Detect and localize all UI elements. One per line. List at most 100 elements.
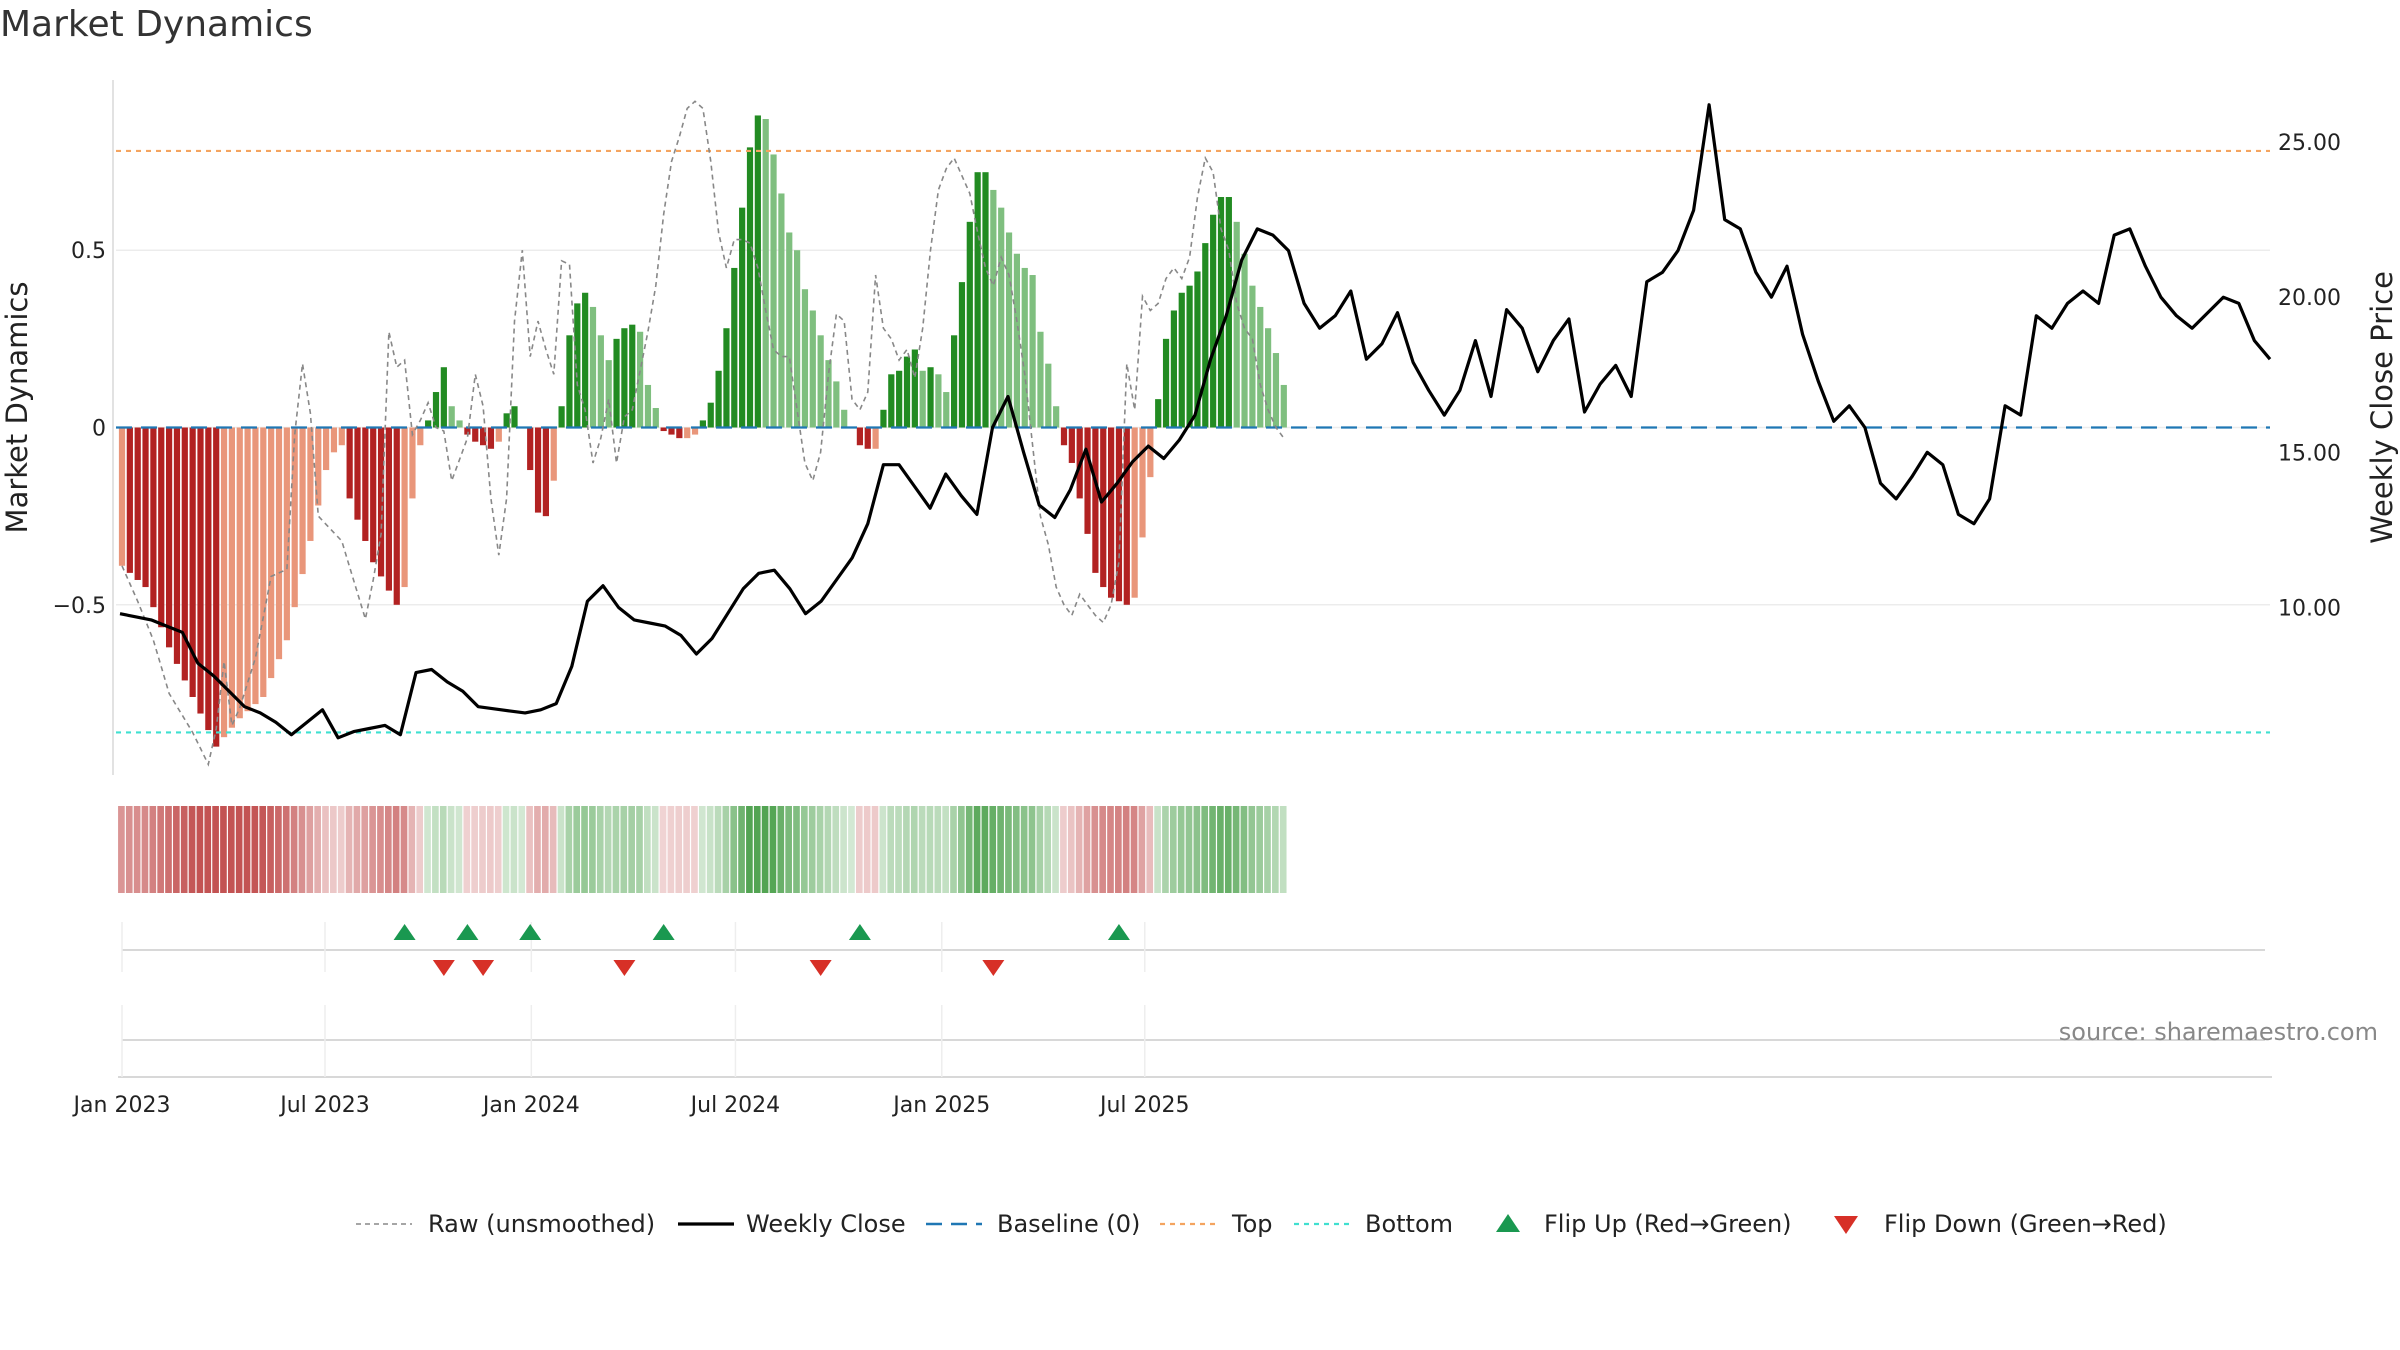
flip-down-marker	[613, 960, 636, 976]
heatmap-cell	[259, 806, 267, 893]
heatmap-cell	[777, 806, 785, 893]
x-tick-label: Jul 2024	[689, 1093, 781, 1118]
heatmap-cell	[1107, 806, 1114, 893]
heatmap-cell	[479, 806, 486, 893]
x-tick-label: Jan 2024	[481, 1093, 580, 1118]
heatmap-cell	[487, 806, 494, 893]
heatmap-cell	[267, 806, 274, 893]
bar	[205, 427, 212, 731]
bar	[275, 427, 283, 660]
bar	[1202, 243, 1209, 428]
bar	[1037, 331, 1044, 428]
heatmap-cell	[510, 806, 518, 893]
heatmap-cell	[282, 806, 290, 893]
heatmap-cell	[1091, 806, 1099, 893]
bar	[487, 427, 495, 449]
heatmap-cell	[589, 806, 596, 893]
heatmap-cell	[1005, 806, 1012, 893]
raw-series-line	[121, 100, 1285, 767]
bar	[699, 420, 706, 428]
heatmap-cell	[149, 806, 157, 893]
heatmap-cell	[581, 806, 588, 893]
heatmap-cell	[534, 806, 541, 893]
heatmap-cell	[1185, 806, 1193, 893]
bar	[1257, 306, 1264, 428]
x-tick-label: Jul 2025	[1098, 1093, 1190, 1118]
heatmap-cell	[275, 806, 282, 893]
heatmap-cell	[1232, 806, 1240, 893]
bar	[1155, 399, 1162, 428]
legend-item-price: Weekly Close	[678, 1210, 906, 1238]
heatmap-cell	[1075, 806, 1083, 893]
bar	[786, 232, 793, 428]
bar	[189, 427, 196, 697]
bar	[1013, 253, 1020, 428]
heatmap-cell	[314, 806, 321, 893]
legend-flip-down-swatch	[1834, 1216, 1858, 1234]
bar	[770, 154, 777, 428]
bar	[118, 427, 126, 566]
bar	[511, 406, 518, 428]
flip-down-marker	[982, 960, 1005, 976]
bar	[401, 427, 408, 588]
chart-title: Market Dynamics	[0, 4, 313, 45]
bar	[393, 427, 400, 605]
heatmap-cell	[887, 806, 895, 893]
legend-item-flip_down: Flip Down (Green→Red)	[1834, 1210, 2167, 1238]
bar	[582, 292, 589, 428]
bar	[919, 370, 926, 428]
heatmap-cell	[439, 806, 447, 893]
bar	[1045, 363, 1052, 428]
heatmap-cell	[1036, 806, 1044, 893]
bar	[370, 427, 377, 563]
heatmap-cell	[691, 806, 698, 893]
axis-layer: 0.5 0 −0.5 25.00 20.00 15.00 10.00 Market Dynam…	[0, 131, 2399, 1118]
heatmap-cell	[910, 806, 918, 893]
legend-item-bottom: Bottom	[1294, 1210, 1453, 1238]
heatmap-cell	[565, 806, 573, 893]
legend-label: Baseline (0)	[997, 1210, 1140, 1238]
heatmap-cell	[400, 806, 408, 893]
bar	[1170, 310, 1177, 428]
heatmap-cell	[997, 806, 1004, 893]
bar	[1115, 427, 1123, 602]
heatmap-cell	[722, 806, 730, 893]
left-tick-label: 0	[92, 417, 106, 442]
bar	[409, 427, 416, 499]
heatmap-cell	[604, 806, 612, 893]
heatmap-cell	[942, 806, 949, 893]
bar	[1029, 275, 1036, 428]
bar	[723, 328, 730, 428]
heatmap-cell	[1193, 806, 1201, 893]
bar	[1272, 353, 1280, 428]
heatmap-cell	[557, 806, 565, 893]
bar	[417, 427, 424, 446]
heatmap-cell	[746, 806, 753, 893]
left-tick-label: −0.5	[53, 594, 106, 619]
heatmap-cell	[157, 806, 164, 893]
bar	[927, 367, 934, 428]
bar	[315, 427, 322, 506]
flip-up-marker	[393, 924, 416, 940]
heatmap-cell	[1115, 806, 1122, 893]
heatmap-cell	[1020, 806, 1028, 893]
heatmap-cell	[1209, 806, 1216, 893]
bar	[1217, 197, 1225, 428]
bar	[126, 427, 133, 573]
flip-panel	[121, 922, 2265, 976]
bar	[746, 147, 754, 428]
heatmap-cell	[1154, 806, 1161, 893]
bar	[291, 427, 298, 608]
heatmap-cell	[1279, 806, 1287, 893]
left-axis-label: Market Dynamics	[0, 282, 34, 534]
legend-item-flip_up: Flip Up (Red→Green)	[1496, 1210, 1792, 1238]
heatmap-cell	[212, 806, 219, 893]
heatmap-cell	[1028, 806, 1036, 893]
bar	[268, 427, 275, 679]
heatmap-cell	[188, 806, 196, 893]
bar	[998, 207, 1005, 428]
heatmap-cell	[337, 806, 345, 893]
heatmap-cell	[235, 806, 243, 893]
bar	[550, 427, 557, 481]
heatmap-cell	[903, 806, 910, 893]
